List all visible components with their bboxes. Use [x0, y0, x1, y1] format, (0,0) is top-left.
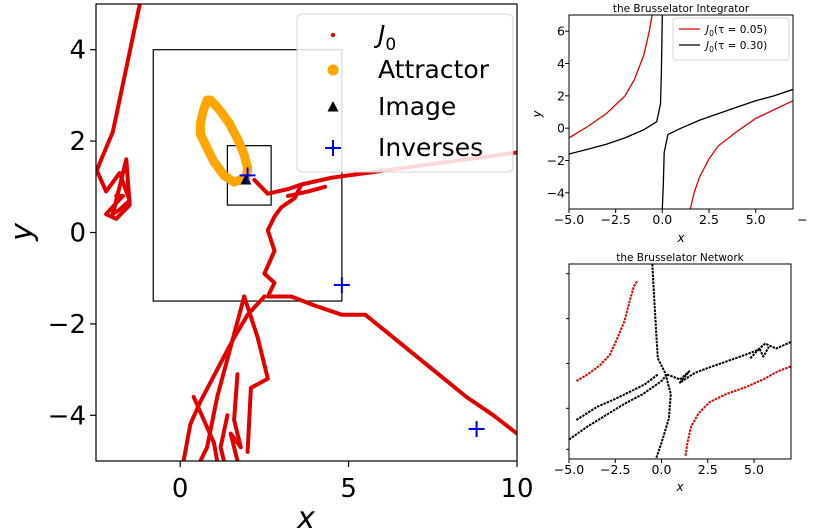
integrator-legend-label-1: J0(τ = 0.30)	[704, 40, 767, 54]
integrator-ytick-label-1: 4	[557, 56, 565, 71]
j0-curve-2	[252, 177, 517, 436]
network-plot: the Brusselator Network −5.0 −2.5 0.0 2.5 5.0…	[554, 252, 792, 494]
integrator-legend-j: J	[704, 40, 709, 52]
legend-label-1: Attractor	[378, 55, 490, 84]
integrator-plot: the Brusselator Integrator−5.0 −2.5 0.0 2.5…	[530, 3, 808, 245]
main-xtick-label-2: 10	[500, 474, 533, 504]
integrator-ytick-label-4: −2	[547, 153, 565, 168]
integrator-legend: J0(τ = 0.05)J0(τ = 0.30)	[672, 17, 790, 61]
network-curve-1-1	[575, 373, 659, 421]
network-curve-0-0	[575, 279, 639, 382]
integrator-ylabel: y	[530, 110, 544, 119]
main-ytick-label-3: −2	[48, 310, 86, 340]
main-ytick-label-0: 4	[69, 36, 86, 66]
integrator-curve-0-1	[689, 100, 793, 209]
main-xlabel: x	[296, 501, 315, 530]
main-xtick-label-0: 0	[172, 474, 189, 504]
integrator-curve-1-0	[569, 15, 663, 155]
main-legend-frame	[296, 13, 514, 173]
integrator-ytick-label-5: −4	[547, 185, 565, 200]
network-title: the Brusselator Network	[616, 252, 744, 264]
network-curve-1-3	[666, 341, 791, 384]
integrator-xtick-label-3: 2.5	[699, 212, 719, 227]
integrator-xtick-label-0: −5.0	[554, 212, 584, 227]
j0-curve-9	[191, 395, 220, 461]
network-xtick-label-1: −2.5	[600, 462, 630, 477]
legend-label-text: Attractor	[378, 55, 490, 84]
integrator-xtick-label-4: 5.0	[746, 212, 766, 227]
integrator-legend-label-0: J0(τ = 0.05)	[704, 24, 767, 38]
j0-curve-5	[181, 294, 267, 461]
j0-curve-1	[96, 157, 132, 221]
network-xtick-label-2: 0.0	[652, 462, 672, 477]
attractor-loop	[195, 95, 253, 187]
main-ytick-label-2: 0	[69, 219, 86, 249]
legend-label-3: Inverses	[378, 133, 483, 162]
integrator-ytick-label-0: 6	[557, 24, 565, 39]
integrator-legend-tail: (τ = 0.05)	[714, 24, 767, 36]
network-xtick-label-4: 5.0	[744, 462, 764, 477]
inverse-point-0	[239, 167, 256, 184]
integrator-title: the Brusselator Integrator	[613, 3, 750, 15]
integrator-xtick-label-1: −2.5	[600, 212, 630, 227]
inverse-point-1	[333, 277, 350, 294]
integrator-plot-frame	[568, 14, 794, 210]
integrator-legend-sub: 0	[709, 29, 714, 38]
legend-marker-j0	[330, 32, 336, 38]
integrator-plot-data	[569, 15, 793, 209]
legend-label-text: Inverses	[378, 133, 483, 162]
legend-label-2: Image	[378, 92, 456, 121]
legend-marker-image	[327, 101, 339, 112]
integrator-ytick-label-2: 2	[557, 88, 565, 103]
integrator-legend-j: J	[704, 24, 709, 36]
network-xlabel: x	[675, 480, 684, 494]
legend-marker-attractor	[327, 64, 339, 76]
network-curve-1-2	[651, 264, 672, 459]
network-curve-1-0	[569, 373, 668, 441]
integrator-xtick-label-2: 0.0	[652, 212, 672, 227]
network-plot-frame	[568, 263, 792, 460]
j0-curve-10	[218, 413, 230, 461]
integrator-legend-sub: 0	[709, 45, 714, 54]
main-ytick-label-4: −4	[48, 401, 86, 431]
image-point-0	[240, 173, 252, 185]
integrator-curve-0-0	[569, 15, 653, 139]
main-ylabel: y	[5, 222, 40, 242]
network-plot-data	[569, 264, 791, 459]
legend-label-sub: 0	[385, 35, 396, 55]
legend-label-text: Image	[378, 92, 456, 121]
integrator-legend-frame	[672, 17, 790, 61]
integrator-xlabel: x	[676, 231, 685, 245]
integrator-ytick-label-3: 0	[557, 121, 565, 136]
network-xtick-label-0: −5.0	[554, 462, 584, 477]
network-curve-0-1	[684, 365, 791, 456]
j0-curve-7	[242, 294, 270, 454]
main-ytick-label-1: 2	[69, 127, 86, 157]
integrator-curve-1-1	[661, 88, 793, 209]
integrator-legend-tail: (τ = 0.30)	[714, 40, 767, 52]
integrator-xtick-label-5: −	[797, 212, 807, 227]
inverse-point-2	[468, 421, 485, 438]
j0-curve-4	[286, 184, 327, 198]
legend-marker-inverses	[325, 140, 341, 156]
network-xtick-label-3: 2.5	[698, 462, 718, 477]
j0-curve-6	[198, 294, 247, 461]
j0-curve-0	[96, 4, 142, 176]
j0-curve-8	[228, 372, 243, 461]
network-curve-1-4	[749, 346, 770, 359]
main-xtick-label-1: 5	[340, 474, 357, 504]
